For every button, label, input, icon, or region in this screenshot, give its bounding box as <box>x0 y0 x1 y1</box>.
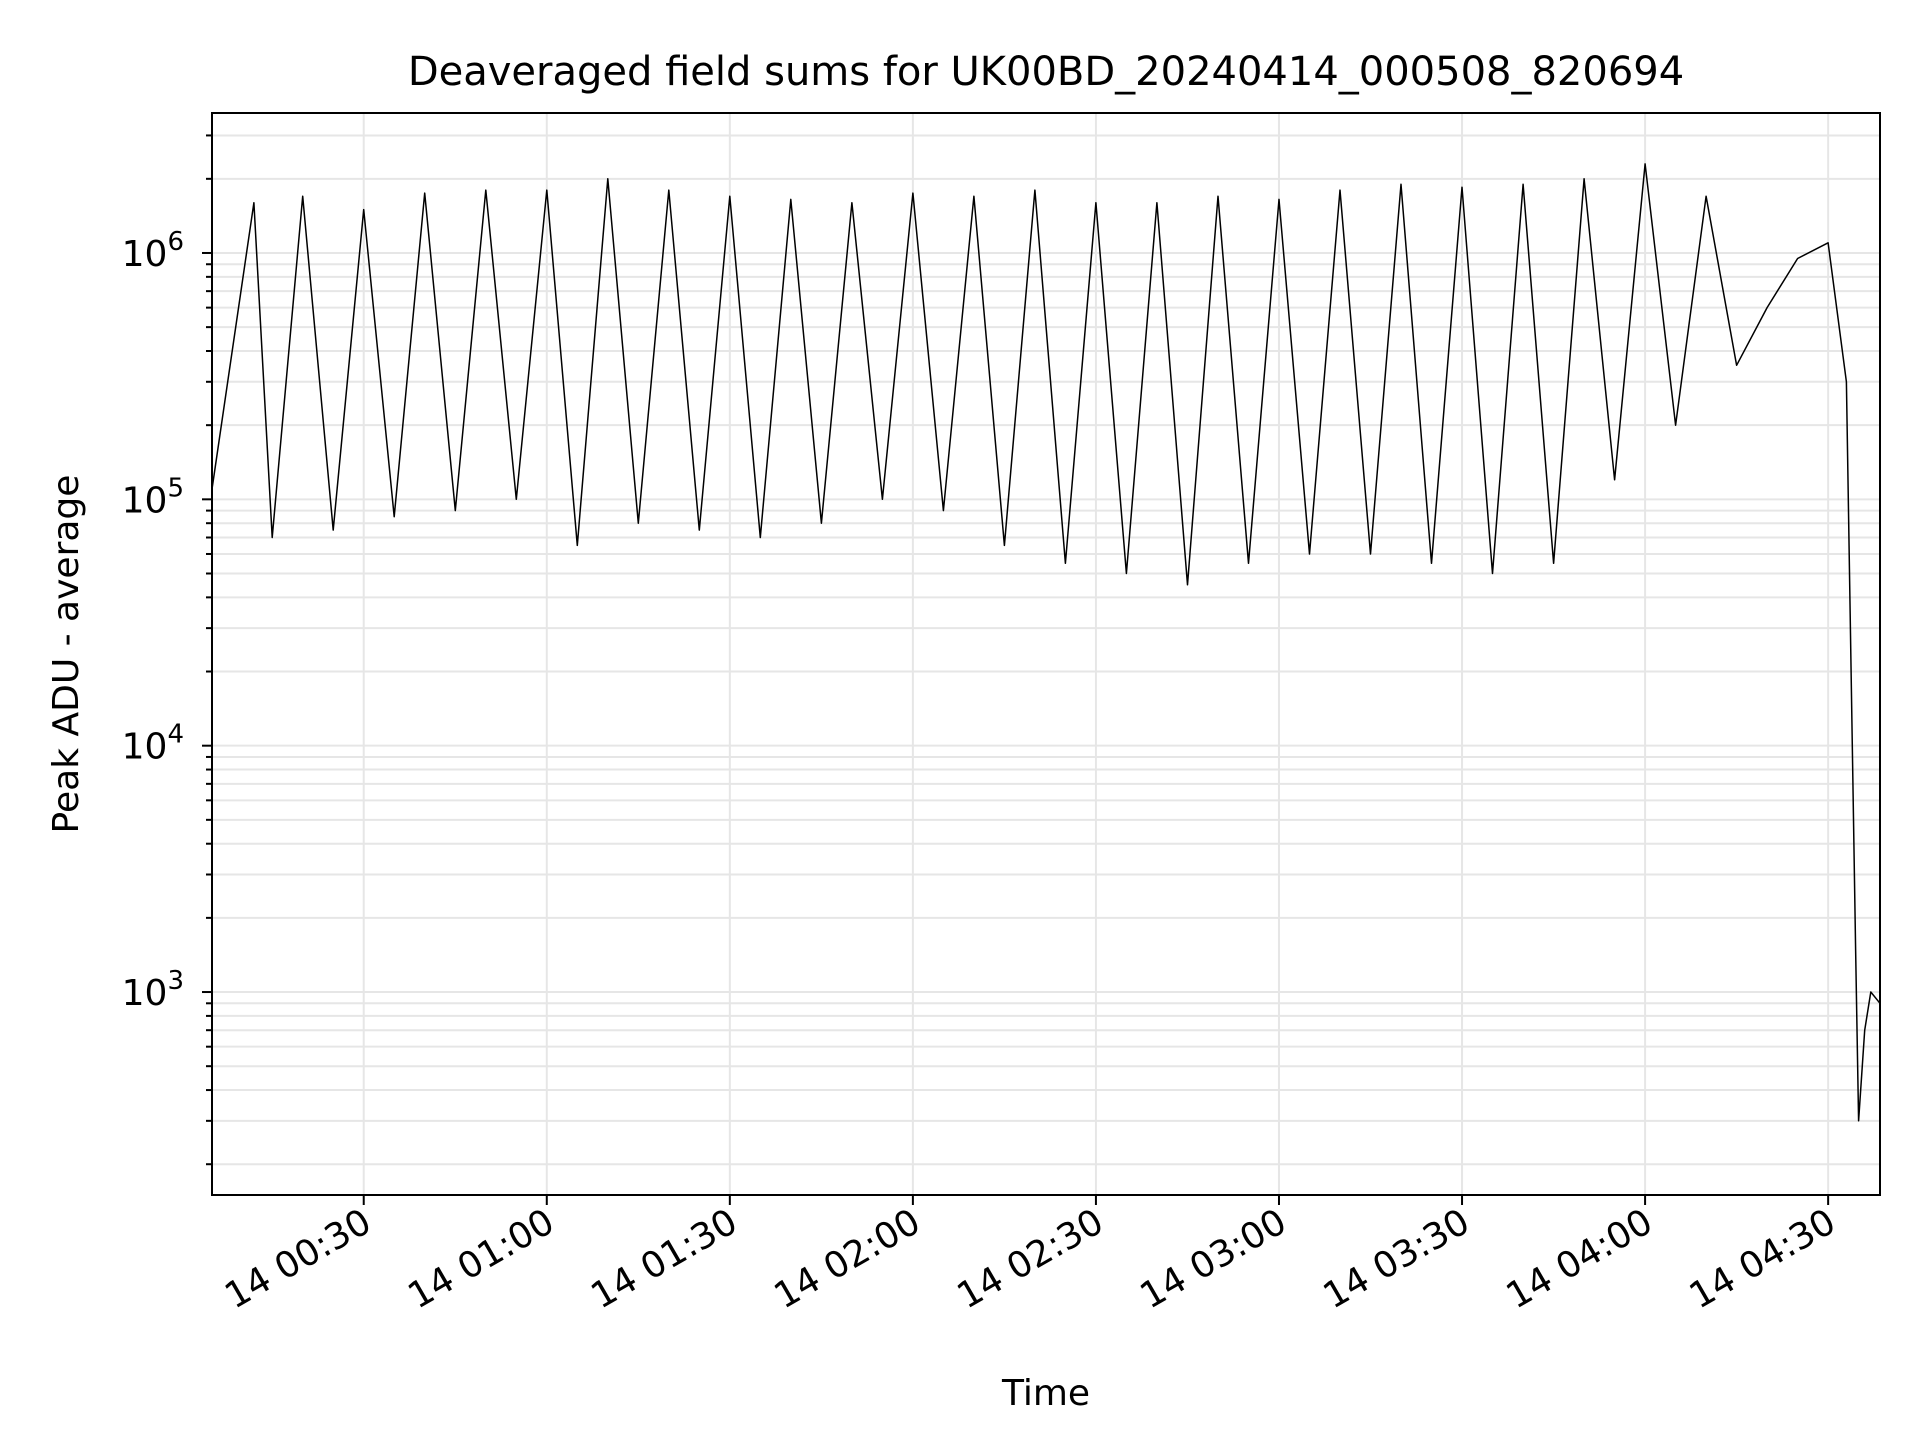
grid <box>212 113 1880 1195</box>
y-axis-label: Peak ADU - average <box>46 475 87 834</box>
y-axis: 103 104 105 106 <box>122 134 212 1166</box>
plot-frame <box>211 112 1881 1196</box>
data-series <box>211 163 1881 1122</box>
y-tick-label: 103 <box>122 966 184 1014</box>
x-axis-label: Time <box>1001 1373 1090 1414</box>
y-tick-label: 104 <box>122 720 184 768</box>
chart-title: Deaveraged field sums for UK00BD_2024041… <box>408 49 1684 95</box>
y-tick-label: 106 <box>122 227 184 275</box>
series-line <box>211 163 1881 1122</box>
y-tick-label: 105 <box>122 473 184 521</box>
